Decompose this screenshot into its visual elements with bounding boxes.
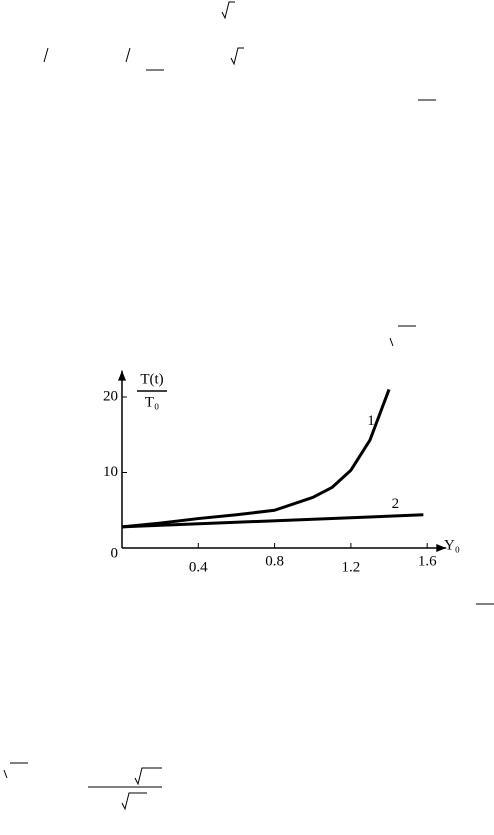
x-tick-label: 0.4: [189, 559, 208, 575]
root-sign: [230, 47, 244, 66]
fraction: [88, 767, 162, 811]
x-tick-label: 0.8: [265, 553, 284, 569]
bar: [389, 325, 416, 347]
slash: [43, 47, 49, 63]
y-axis-arrow: [118, 370, 126, 381]
x-tick-label: 1.6: [418, 553, 437, 569]
x-axis-arrow: [436, 544, 447, 552]
y-tick-label: 20: [103, 388, 118, 404]
x-axis-label: Y₀: [444, 537, 460, 553]
series-label: 2: [392, 496, 400, 512]
stray-marks: [3, 1, 494, 811]
y-tick-label: 0: [111, 545, 119, 561]
bar: [3, 762, 28, 779]
y-tick-label: 10: [103, 464, 118, 480]
y-axis-label: T(t): [140, 371, 163, 387]
slash: [125, 47, 164, 71]
series-label: 1: [367, 413, 375, 429]
root-sign: [221, 1, 235, 20]
series-line: [121, 513, 424, 529]
y-axis-label-denominator: T₀: [145, 394, 159, 410]
series-line: [121, 388, 391, 529]
x-tick-label: 1.2: [342, 559, 361, 575]
